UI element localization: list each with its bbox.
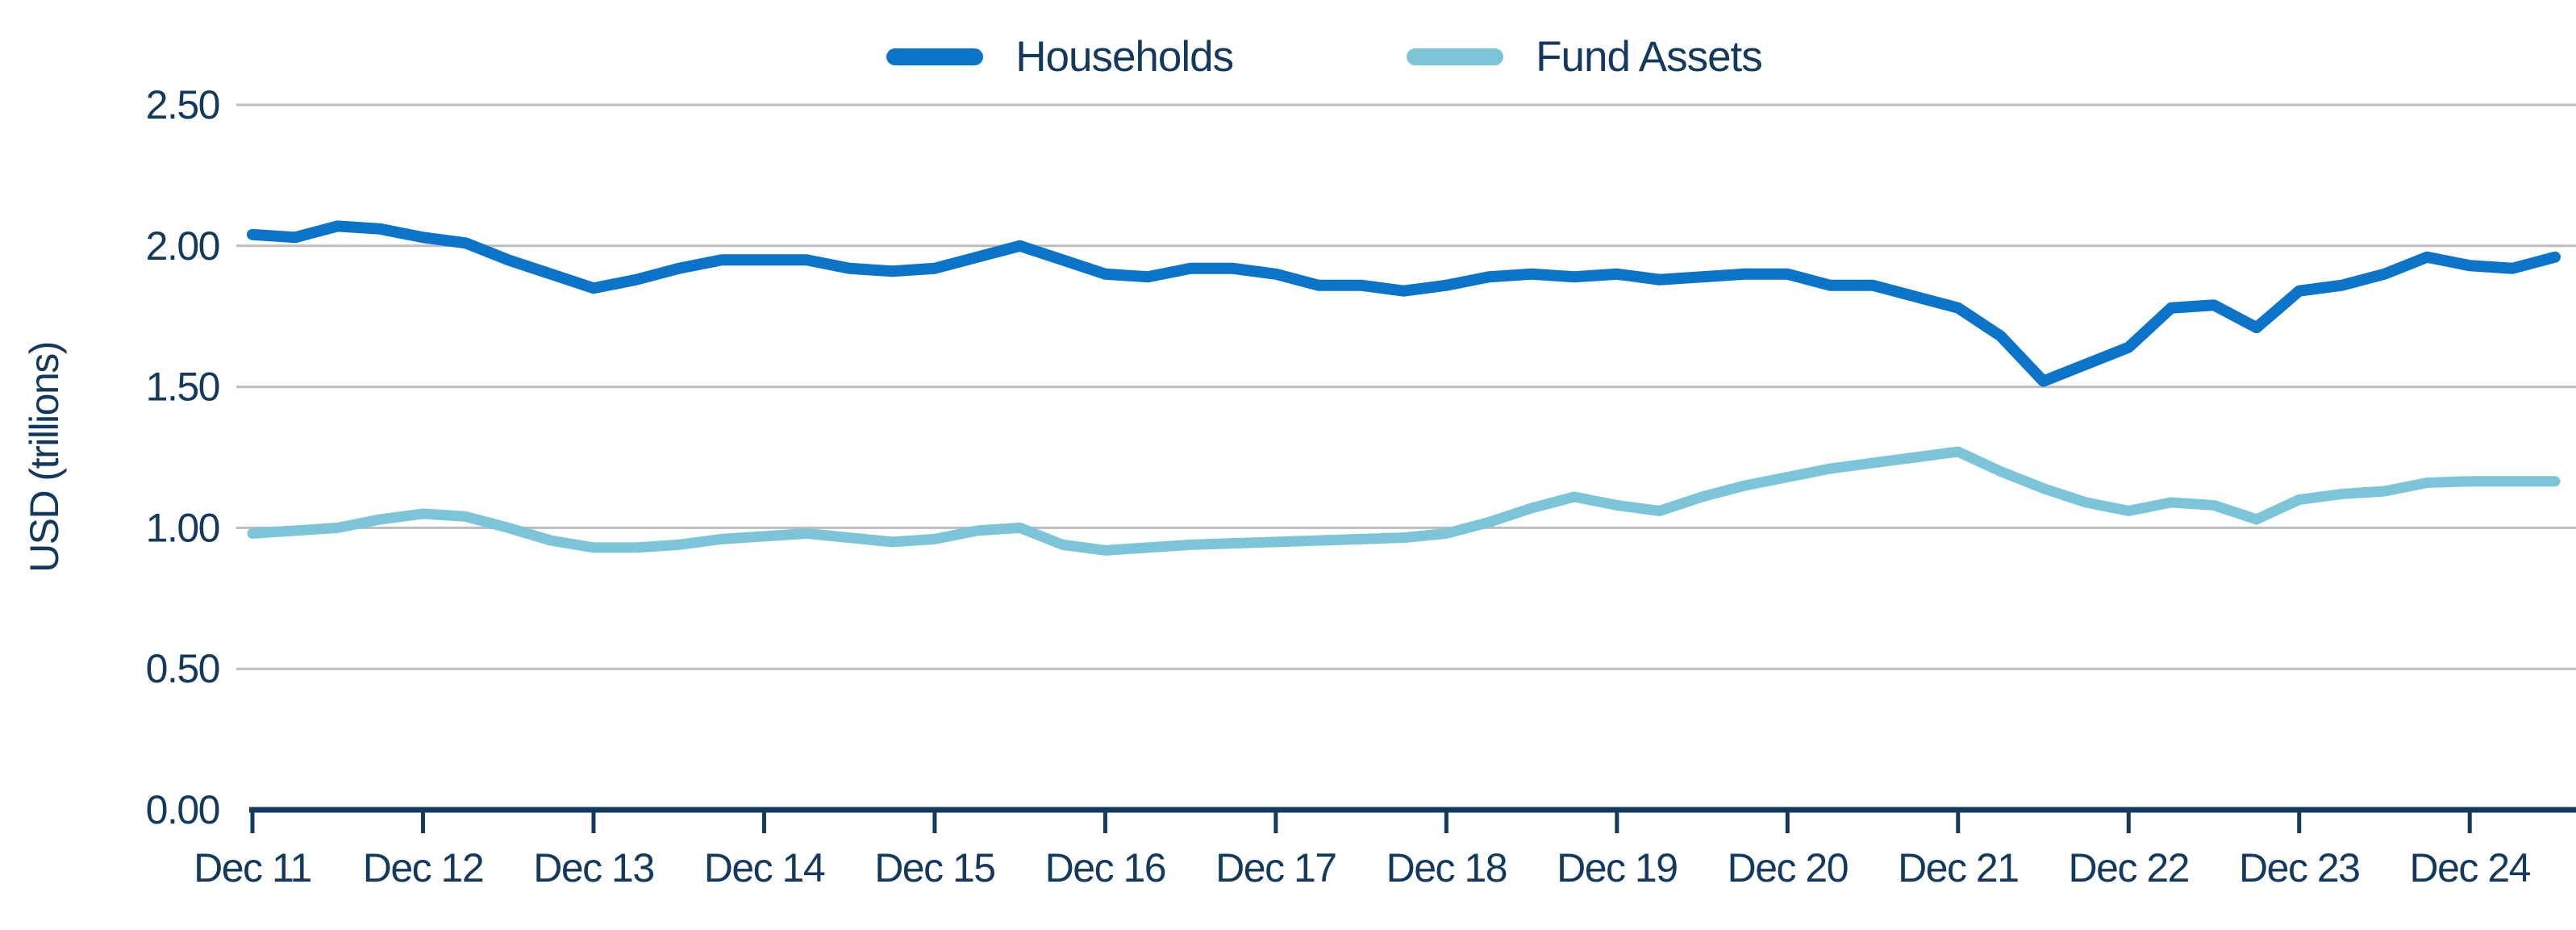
y-tick-label: 2.00 [146,223,219,269]
households-line-swatch-icon [886,48,984,65]
legend-label-households: Households [1015,33,1234,81]
x-tick-label: Dec 13 [533,845,653,890]
x-tick-label: Dec 19 [1557,845,1677,890]
x-tick-label: Dec 23 [2239,845,2359,890]
y-tick-label: 2.50 [146,82,219,127]
x-tick-label: Dec 12 [363,845,483,890]
x-tick-label: Dec 14 [704,845,825,890]
y-tick-label: 0.50 [146,646,219,691]
x-tick-label: Dec 11 [194,845,311,890]
x-tick-label: Dec 22 [2069,845,2189,890]
households-line [247,220,2561,387]
legend-label-fund-assets: Fund Assets [1536,33,1763,81]
x-tick-label: Dec 24 [2410,845,2531,890]
y-tick-label: 1.00 [146,505,219,550]
legend-item-fund-assets: Fund Assets [1407,32,1763,81]
x-tick-label: Dec 20 [1728,845,1848,890]
legend-item-households: Households [886,32,1234,81]
chart-legend: Households Fund Assets [73,32,2576,81]
x-tick-label: Dec 17 [1215,845,1336,890]
fund-assets-line-swatch-icon [1407,48,1504,65]
x-tick-label: Dec 16 [1045,845,1165,890]
y-tick-label: 1.50 [146,365,219,410]
x-tick-label: Dec 15 [874,845,994,890]
y-axis-title: USD (trillions) [22,342,67,573]
fund-assets-line [247,446,2561,556]
y-tick-label: 0.00 [146,787,219,832]
x-tick-label: Dec 18 [1386,845,1507,890]
x-tick-label: Dec 21 [1898,845,2018,890]
